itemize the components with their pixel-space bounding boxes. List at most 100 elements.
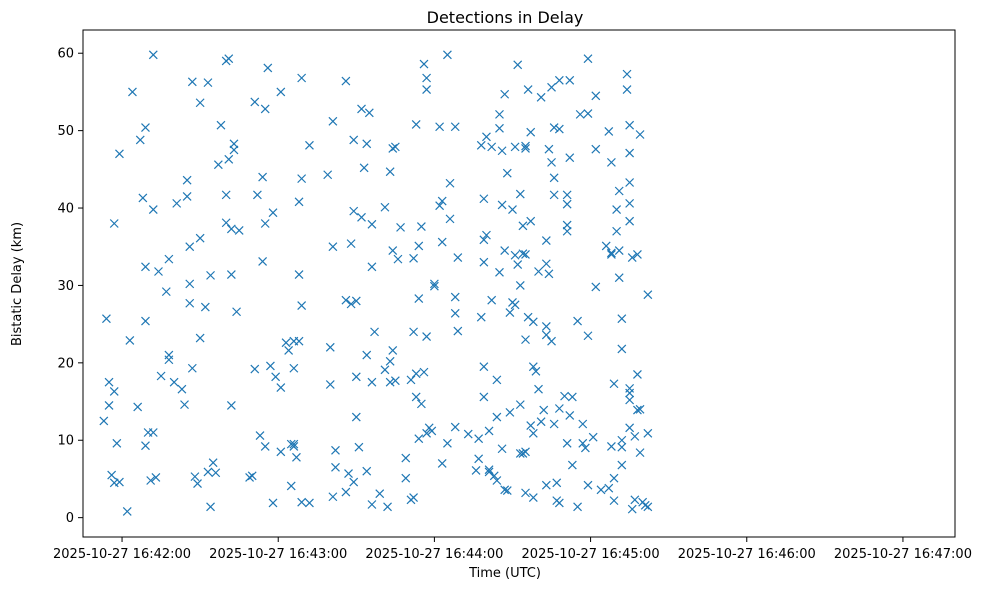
data-point [182, 175, 192, 185]
data-point [625, 148, 635, 158]
data-point [102, 314, 111, 324]
data-point [521, 447, 530, 457]
data-point [135, 135, 145, 145]
data-point [510, 250, 520, 260]
data-point [575, 109, 585, 119]
data-point [515, 400, 525, 410]
y-tick-label: 20 [57, 356, 74, 371]
data-point [442, 50, 452, 60]
data-point [190, 472, 200, 482]
data-point [591, 144, 601, 154]
data-point [476, 140, 486, 150]
data-point [341, 76, 351, 86]
data-point [328, 492, 338, 502]
data-point [292, 452, 301, 462]
data-point [385, 356, 395, 366]
data-point [357, 104, 366, 114]
data-point [380, 365, 390, 375]
data-point [362, 139, 372, 149]
data-point [364, 108, 374, 118]
data-point [151, 472, 161, 482]
data-point [221, 218, 231, 228]
data-point [591, 282, 601, 292]
data-point [138, 193, 148, 203]
data-point [141, 123, 150, 132]
data-point [346, 239, 356, 249]
data-point [260, 442, 270, 451]
data-point [305, 498, 314, 508]
data-point [409, 493, 419, 502]
data-point [453, 326, 463, 336]
data-point [510, 300, 520, 310]
data-point [515, 448, 525, 458]
data-point [211, 468, 221, 478]
data-point [305, 140, 314, 150]
data-point [567, 392, 577, 402]
data-point [541, 322, 551, 331]
data-point [229, 145, 239, 155]
data-point [614, 246, 624, 256]
data-point [367, 500, 377, 509]
data-point [528, 362, 538, 372]
data-point [385, 377, 395, 387]
data-point [354, 442, 364, 452]
data-point [521, 335, 530, 345]
data-point [281, 338, 291, 348]
data-point [578, 419, 588, 429]
data-point [245, 472, 255, 482]
data-point [224, 54, 234, 64]
data-point [169, 377, 179, 387]
data-point [547, 82, 556, 92]
data-point [606, 442, 616, 451]
data-point [349, 135, 359, 145]
data-point [482, 230, 491, 240]
x-tick-label: 2025-10-27 16:47:00 [834, 547, 972, 562]
data-point [148, 428, 158, 437]
data-point [206, 502, 215, 512]
data-point [325, 380, 335, 389]
data-point [580, 443, 590, 453]
data-point [226, 400, 236, 410]
data-point [265, 361, 275, 371]
data-point [544, 144, 554, 154]
data-point [107, 470, 117, 480]
data-point [203, 467, 213, 477]
data-point [362, 350, 372, 360]
data-point [122, 507, 132, 516]
x-tick-label: 2025-10-27 16:44:00 [365, 547, 503, 562]
data-point [325, 342, 335, 352]
data-point [409, 253, 419, 263]
data-point [346, 299, 356, 309]
data-point [351, 412, 361, 422]
y-tick-label: 50 [57, 124, 74, 139]
x-tick-label: 2025-10-27 16:42:00 [53, 547, 191, 562]
data-point [406, 375, 416, 385]
data-point [115, 149, 124, 159]
data-point [172, 198, 182, 208]
data-point [554, 124, 564, 134]
data-point [625, 216, 635, 226]
data-point [104, 400, 114, 410]
y-axis-label: Bistatic Delay (km) [10, 222, 25, 346]
data-point [146, 476, 156, 485]
data-point [185, 298, 195, 308]
data-point [562, 199, 572, 209]
data-point [617, 435, 627, 445]
data-point [625, 178, 635, 187]
data-point [393, 254, 403, 264]
data-point [583, 54, 593, 64]
data-point [435, 201, 445, 211]
data-point [195, 333, 205, 343]
data-point [562, 220, 572, 230]
data-point [185, 242, 195, 252]
data-point [164, 254, 174, 264]
data-point [359, 163, 369, 173]
data-point [141, 316, 150, 326]
data-point [492, 375, 502, 385]
data-point [331, 445, 340, 455]
data-point [445, 178, 455, 188]
data-point [562, 190, 572, 200]
data-point [625, 395, 635, 405]
data-point [567, 460, 577, 470]
data-point [521, 250, 530, 259]
